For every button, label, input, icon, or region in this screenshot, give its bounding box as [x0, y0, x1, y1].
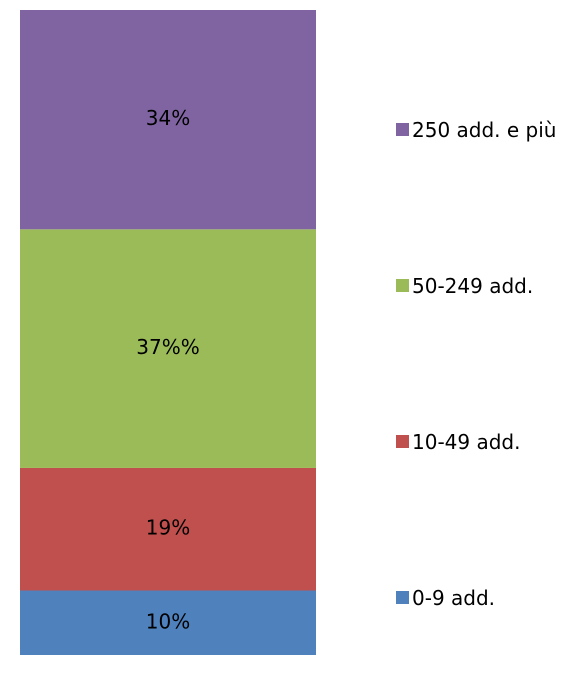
legend-swatch — [396, 123, 409, 136]
legend-entry: 250 add. e più — [396, 115, 576, 145]
legend-swatch — [396, 279, 409, 292]
legend-entry: 0-9 add. — [396, 583, 576, 613]
data-label: 10% — [146, 609, 190, 633]
legend-swatch — [396, 435, 409, 448]
data-label: 34% — [146, 106, 190, 130]
bar-segment — [20, 467, 316, 591]
data-label: 37%% — [136, 335, 199, 359]
bar-segment — [20, 590, 316, 655]
legend-swatch — [396, 591, 409, 604]
legend-label: 10-49 add. — [412, 430, 521, 454]
bar-segment — [20, 229, 316, 468]
legend-label: 250 add. e più — [412, 118, 557, 142]
data-label: 19% — [146, 516, 190, 540]
legend-label: 0-9 add. — [412, 586, 496, 610]
legend-label: 50-249 add. — [412, 274, 534, 298]
legend-entry: 50-249 add. — [396, 271, 576, 301]
bar-segment — [20, 10, 316, 230]
legend-entry: 10-49 add. — [396, 427, 576, 457]
